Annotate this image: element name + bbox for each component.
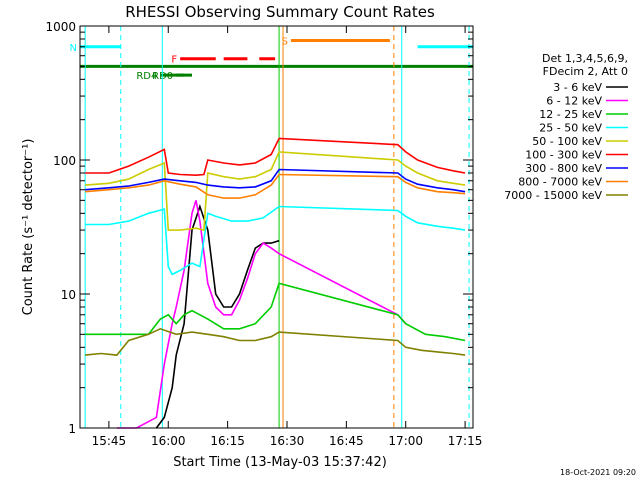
x-tick-label-6: 17:15 bbox=[448, 434, 483, 448]
flag-label-4: RD4 bbox=[136, 71, 157, 82]
legend-label-5: 100 - 300 keV bbox=[525, 149, 602, 162]
x-tick-label-0: 15:45 bbox=[92, 434, 127, 448]
series-line-0 bbox=[155, 203, 280, 429]
chart-title: RHESSI Observing Summary Count Rates bbox=[125, 3, 435, 21]
axis-ticks: 15:45 16:00 16:15 16:30 16:45 17:00 17:15 1 10 10… bbox=[45, 20, 482, 448]
y-tick-label-1: 10 bbox=[61, 288, 76, 302]
series-line-8 bbox=[85, 327, 466, 356]
vertical-markers bbox=[84, 26, 470, 428]
legend-header-1: FDecim 2, Att 0 bbox=[543, 65, 628, 78]
y-tick-label-3: 1000 bbox=[45, 20, 76, 34]
x-tick-label-5: 17:00 bbox=[388, 434, 423, 448]
x-tick-label-1: 16:00 bbox=[151, 434, 186, 448]
legend-label-0: 3 - 6 keV bbox=[553, 81, 602, 94]
legend-label-2: 12 - 25 keV bbox=[539, 108, 602, 121]
flag-label-1: S bbox=[282, 36, 288, 47]
series-line-1 bbox=[116, 200, 407, 429]
legend-header-0: Det 1,3,4,5,6,9, bbox=[542, 52, 628, 65]
flag-label-0: N bbox=[70, 43, 77, 54]
x-tick-label-3: 16:30 bbox=[270, 434, 305, 448]
timestamp: 18-Oct-2021 09:20 bbox=[560, 468, 636, 477]
series-line-6 bbox=[85, 168, 466, 193]
series-lines bbox=[85, 137, 466, 429]
plot-frame bbox=[79, 25, 474, 429]
series-line-2 bbox=[85, 282, 466, 342]
legend-label-6: 300 - 800 keV bbox=[525, 162, 602, 175]
x-tick-label-4: 16:45 bbox=[329, 434, 364, 448]
legend: Det 1,3,4,5,6,9,FDecim 2, Att 0 3 - 6 keV… bbox=[504, 52, 628, 202]
series-line-4 bbox=[85, 151, 466, 232]
flag-bars: NSFRD0RD4 bbox=[70, 36, 473, 82]
series-line-5 bbox=[85, 137, 466, 177]
y-tick-label-2: 100 bbox=[53, 154, 76, 168]
legend-label-8: 7000 - 15000 keV bbox=[504, 189, 602, 202]
legend-label-3: 25 - 50 keV bbox=[539, 122, 602, 135]
flag-label-2: F bbox=[171, 55, 177, 66]
legend-label-7: 800 - 7000 keV bbox=[518, 176, 602, 189]
y-tick-label-0: 1 bbox=[68, 422, 76, 436]
x-tick-label-2: 16:15 bbox=[210, 434, 245, 448]
legend-label-1: 6 - 12 keV bbox=[546, 95, 602, 108]
series-line-7 bbox=[85, 173, 466, 199]
x-axis-label: Start Time (13-May-03 15:37:42) bbox=[173, 455, 387, 470]
legend-label-4: 50 - 100 keV bbox=[532, 135, 602, 148]
y-axis-label: Count Rate (s⁻¹ detector⁻¹) bbox=[21, 139, 36, 316]
series-line-3 bbox=[85, 205, 466, 276]
